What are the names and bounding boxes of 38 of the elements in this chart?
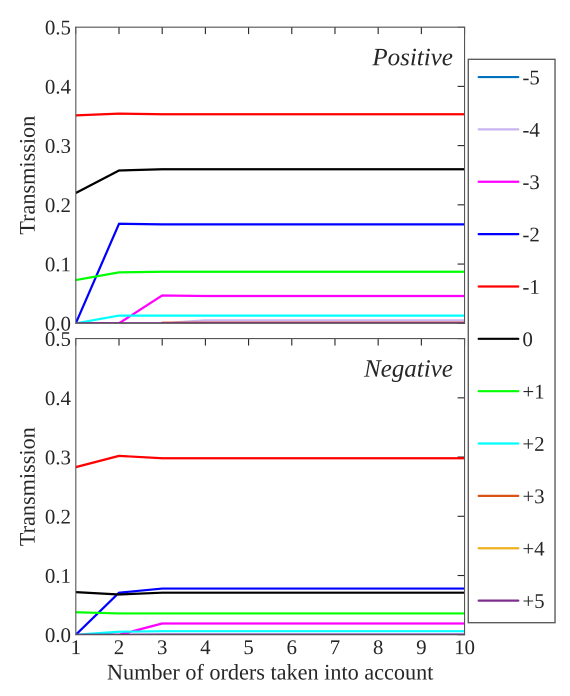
y-axis-title: Transmission xyxy=(20,428,35,546)
x-tick-label: 9 xyxy=(416,640,426,654)
legend-label: +1 xyxy=(523,384,544,398)
y-tick-label: 0.5 xyxy=(46,20,70,35)
x-axis-title: Number of orders taken into account xyxy=(108,664,434,680)
y-tick-label: 0.0 xyxy=(46,316,70,331)
y-tick-label: 0.1 xyxy=(46,257,70,272)
y-tick-label: 0.3 xyxy=(46,450,70,465)
legend-label: 0 xyxy=(523,332,532,346)
legend-label: +3 xyxy=(523,489,544,504)
x-tick-label: 5 xyxy=(244,640,253,654)
y-tick-label: 0.4 xyxy=(46,80,71,94)
x-tick-label: 7 xyxy=(331,640,340,654)
y-tick-label: 0.3 xyxy=(46,138,70,154)
y-tick-label: 0.2 xyxy=(46,198,70,212)
y-tick-label: 0.1 xyxy=(46,568,70,584)
annotation: Negative xyxy=(364,360,452,382)
legend-label: -4 xyxy=(523,122,540,137)
legend-label: -5 xyxy=(523,70,539,85)
x-tick-label: 6 xyxy=(287,640,296,654)
x-tick-label: 2 xyxy=(114,640,124,654)
y-tick-label: 0.2 xyxy=(46,510,70,524)
y-axis-title: Transmission xyxy=(20,116,35,234)
legend-label: +5 xyxy=(523,594,544,608)
legend-label: +2 xyxy=(523,437,544,451)
x-tick-label: 8 xyxy=(374,640,383,654)
x-tick-label: 10 xyxy=(456,640,474,654)
annotation: Positive xyxy=(372,48,452,66)
y-tick-label: 0.0 xyxy=(46,628,70,642)
y-tick-label: 0.5 xyxy=(46,332,70,346)
legend-label: -1 xyxy=(523,280,539,294)
y-tick-label: 0.4 xyxy=(46,391,71,406)
legend-label: +4 xyxy=(523,542,544,556)
x-tick-label: 3 xyxy=(158,640,167,654)
x-tick-label: 1 xyxy=(72,640,80,654)
legend-label: -2 xyxy=(523,228,539,242)
x-tick-label: 4 xyxy=(200,640,210,654)
legend-label: -3 xyxy=(523,175,539,190)
